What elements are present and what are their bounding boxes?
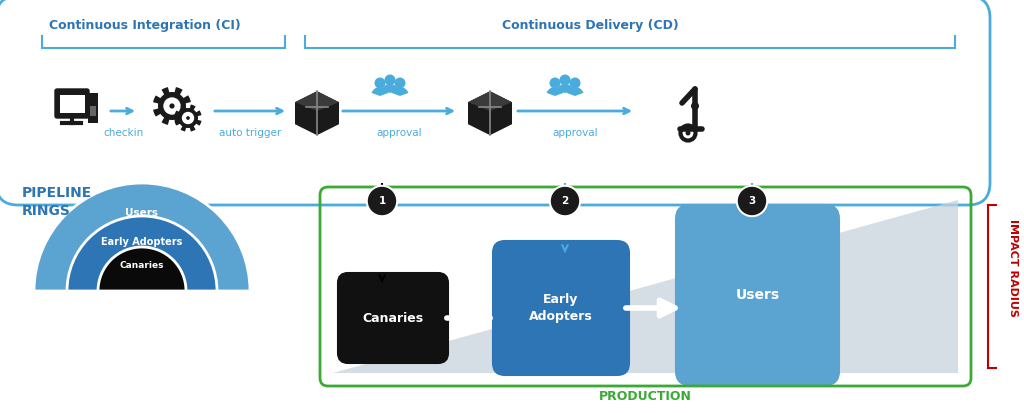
Polygon shape — [468, 91, 512, 111]
Bar — [59, 95, 85, 113]
FancyBboxPatch shape — [493, 241, 629, 375]
Circle shape — [375, 78, 385, 88]
Circle shape — [569, 78, 581, 88]
Text: 2: 2 — [561, 196, 568, 206]
Text: checkin: checkin — [102, 128, 143, 138]
Circle shape — [552, 188, 579, 214]
Circle shape — [550, 185, 581, 216]
Text: Continuous Delivery (CD): Continuous Delivery (CD) — [502, 19, 678, 31]
Wedge shape — [98, 247, 186, 291]
Text: PIPELINE: PIPELINE — [22, 186, 92, 200]
Text: Canaries: Canaries — [362, 311, 424, 325]
FancyBboxPatch shape — [55, 89, 89, 118]
FancyBboxPatch shape — [0, 0, 990, 205]
Text: Continuous Integration (CI): Continuous Integration (CI) — [49, 19, 241, 31]
Circle shape — [691, 102, 699, 110]
Circle shape — [559, 74, 570, 85]
Text: Early Adopters: Early Adopters — [101, 237, 182, 247]
Text: Users: Users — [735, 288, 779, 302]
Text: auto trigger: auto trigger — [219, 128, 282, 138]
Text: PRODUCTION: PRODUCTION — [599, 389, 692, 403]
Circle shape — [736, 185, 768, 216]
Wedge shape — [391, 87, 409, 96]
Bar — [89, 106, 95, 116]
Wedge shape — [372, 87, 388, 96]
Polygon shape — [153, 87, 190, 125]
FancyBboxPatch shape — [338, 273, 449, 363]
Circle shape — [394, 78, 406, 88]
FancyBboxPatch shape — [676, 205, 839, 385]
Wedge shape — [547, 87, 563, 96]
Polygon shape — [295, 91, 339, 111]
Text: RINGS: RINGS — [22, 204, 71, 218]
Circle shape — [738, 188, 766, 214]
Text: 3: 3 — [749, 196, 756, 206]
Circle shape — [186, 116, 189, 120]
Polygon shape — [174, 104, 202, 131]
Polygon shape — [468, 91, 512, 135]
Wedge shape — [382, 84, 398, 93]
Text: Canaries: Canaries — [120, 261, 164, 270]
Polygon shape — [333, 200, 958, 373]
Text: approval: approval — [552, 128, 598, 138]
Wedge shape — [34, 183, 250, 291]
Text: Early
Adopters: Early Adopters — [529, 293, 593, 323]
Circle shape — [384, 74, 395, 85]
Text: approval: approval — [376, 128, 422, 138]
Circle shape — [182, 112, 195, 124]
Text: 1: 1 — [379, 196, 386, 206]
Text: Users: Users — [126, 208, 159, 218]
Polygon shape — [295, 91, 339, 135]
Wedge shape — [566, 87, 584, 96]
Wedge shape — [556, 84, 573, 93]
Circle shape — [367, 185, 397, 216]
Circle shape — [685, 131, 690, 135]
Circle shape — [369, 188, 395, 214]
Text: IMPACT RADIUS: IMPACT RADIUS — [1008, 219, 1018, 317]
Wedge shape — [67, 216, 217, 291]
Bar — [88, 93, 98, 123]
Circle shape — [163, 97, 180, 115]
Circle shape — [550, 78, 560, 88]
Circle shape — [169, 103, 175, 109]
